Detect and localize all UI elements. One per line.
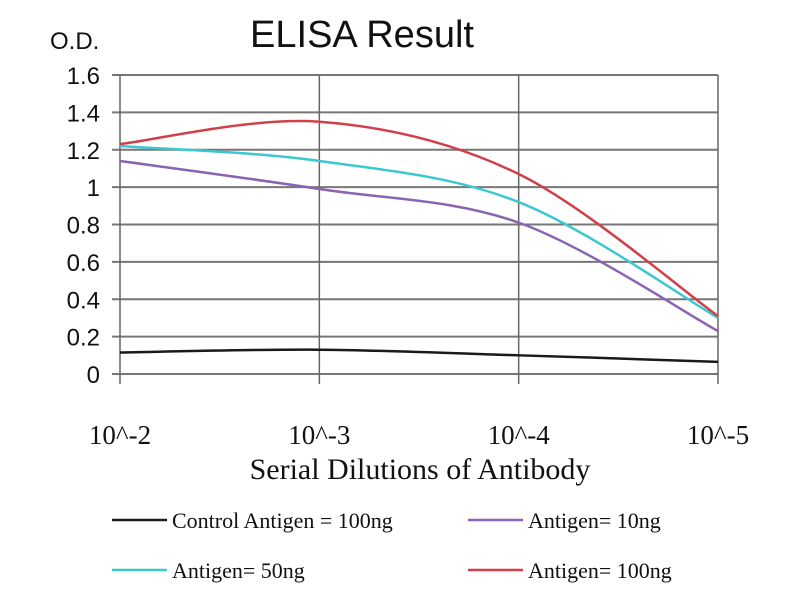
grid <box>112 74 719 384</box>
y-tick-label: 0.6 <box>67 250 100 277</box>
legend: Control Antigen = 100ng Antigen= 10ng Anti… <box>112 508 672 583</box>
series-line <box>119 119 719 318</box>
x-tick-label: 10^-5 <box>687 420 749 450</box>
y-axis-label: O.D. <box>50 28 99 55</box>
series-line <box>119 159 719 333</box>
x-tick-labels: 10^-2 10^-3 10^-4 10^-5 <box>89 420 749 450</box>
y-tick-label: 1.4 <box>67 100 100 127</box>
y-tick-label: 0 <box>87 362 100 389</box>
x-tick-label: 10^-3 <box>288 420 350 450</box>
y-tick-label: 0.4 <box>67 287 100 314</box>
y-tick-labels: 0 0.2 0.4 0.6 0.8 1 1.2 1.4 1.6 <box>67 63 100 389</box>
legend-label: Antigen= 100ng <box>528 558 672 583</box>
series-line <box>119 144 719 320</box>
x-tick-label: 10^-2 <box>89 420 151 450</box>
x-tick-label: 10^-4 <box>488 420 551 450</box>
legend-label: Antigen= 10ng <box>528 508 661 533</box>
y-tick-label: 0.8 <box>67 213 100 240</box>
y-tick-label: 1 <box>87 175 100 202</box>
y-tick-label: 1.6 <box>67 63 100 90</box>
series-line <box>119 348 719 364</box>
y-tick-label: 1.2 <box>67 138 100 165</box>
legend-label: Antigen= 50ng <box>172 558 305 583</box>
legend-label: Control Antigen = 100ng <box>172 508 393 533</box>
series-lines <box>119 119 719 364</box>
y-tick-label: 0.2 <box>67 325 100 352</box>
chart-title: ELISA Result <box>250 14 474 56</box>
x-axis-label: Serial Dilutions of Antibody <box>250 453 591 486</box>
